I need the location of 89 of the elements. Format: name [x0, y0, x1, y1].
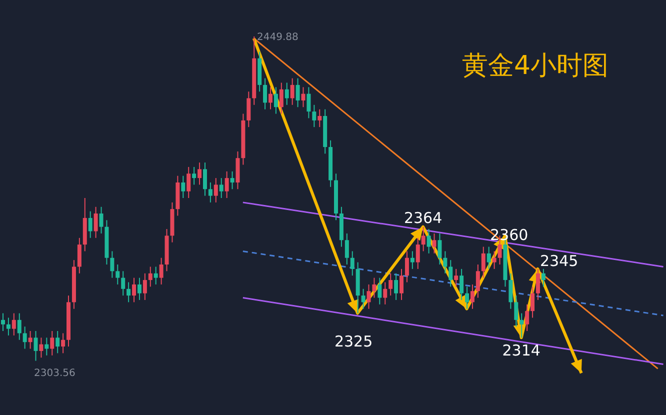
candlestick: [154, 266, 158, 285]
text: 黄金4小时图: [462, 50, 609, 83]
candlestick: [486, 246, 491, 270]
candlestick: [88, 210, 92, 238]
candlestick: [361, 288, 366, 310]
candlestick: [492, 250, 496, 270]
candlestick: [296, 78, 300, 108]
candlestick: [116, 264, 120, 285]
candlestick: [426, 228, 431, 254]
candlestick: [318, 108, 322, 128]
candlestick: [121, 270, 126, 296]
candlestick: [344, 232, 349, 266]
candlestick: [438, 232, 442, 266]
candlestick: [525, 304, 530, 332]
candlestick: [198, 162, 202, 186]
annotation: 2325: [334, 332, 373, 350]
candlestick: [230, 170, 234, 190]
candlestick: [432, 232, 436, 254]
candlestick: [202, 162, 207, 196]
candlestick: [148, 266, 152, 288]
candlestick: [17, 312, 22, 340]
candlestick: [416, 237, 420, 270]
candlestick: [460, 268, 464, 300]
candlestick: [350, 250, 354, 276]
candlestick: [137, 277, 142, 300]
candlestick: [541, 268, 546, 288]
candlestick: [219, 178, 224, 198]
candlestick: [132, 277, 136, 303]
candlestick: [192, 166, 196, 186]
candlestick: [22, 326, 27, 350]
candlestick: [312, 104, 316, 128]
candlestick: [94, 206, 98, 238]
candlestick: [366, 284, 371, 310]
candlestick: [6, 317, 10, 336]
candlestick: [388, 272, 393, 296]
candlestick: [268, 86, 272, 110]
candlestick: [208, 182, 212, 203]
candlestick: [214, 178, 218, 203]
candlestick: [224, 170, 229, 198]
candlestick: [61, 332, 66, 354]
candlestick: [410, 250, 414, 270]
candlestick: [530, 286, 535, 318]
candlestick: [383, 282, 388, 305]
candlestick: [181, 175, 186, 198]
candlestick: [476, 264, 480, 298]
candlestick: [372, 277, 376, 298]
candlestick: [142, 272, 147, 300]
candlestick: [536, 268, 540, 300]
annotation: 2364: [404, 208, 442, 227]
candlestick: [56, 330, 60, 354]
candlestick: [126, 282, 131, 303]
candlestick: [481, 246, 486, 278]
candlestick: [454, 268, 458, 288]
candlestick: [263, 78, 268, 110]
candlestick: [284, 82, 289, 106]
candlestick: [470, 284, 474, 310]
annotation: 2345: [540, 252, 578, 270]
candlestick: [77, 237, 82, 274]
candlestick: [443, 250, 448, 274]
candlestick: [306, 86, 311, 119]
candlestick: [246, 91, 251, 128]
candlestick: [404, 250, 409, 283]
candlestick: [99, 206, 104, 234]
candlestick: [301, 86, 306, 108]
candlestick: [508, 272, 513, 310]
candlestick: [465, 286, 470, 310]
candlestick: [44, 337, 49, 356]
candlestick: [50, 330, 54, 356]
candlestick: [394, 272, 398, 300]
candlestick: [279, 82, 284, 114]
candlestick: [28, 330, 32, 350]
annotation: 2449.88: [257, 32, 298, 44]
annotation: 2314: [502, 342, 540, 360]
candlestick: [12, 312, 16, 336]
candlestick: [159, 257, 164, 285]
text: 2303.56: [34, 368, 76, 380]
candlestick: [448, 260, 453, 288]
candlestick: [421, 226, 426, 252]
candlestick: [1, 312, 5, 332]
candlestick: [110, 250, 114, 278]
candlestick: [34, 330, 38, 362]
candlestick: [378, 277, 382, 305]
candlestick: [186, 166, 191, 198]
candlestick: [274, 86, 278, 114]
candlestick: [290, 78, 294, 106]
candlestick: [39, 337, 44, 358]
candlestick: [514, 295, 518, 328]
candlestick: [400, 268, 404, 300]
candlestick: [520, 312, 524, 338]
